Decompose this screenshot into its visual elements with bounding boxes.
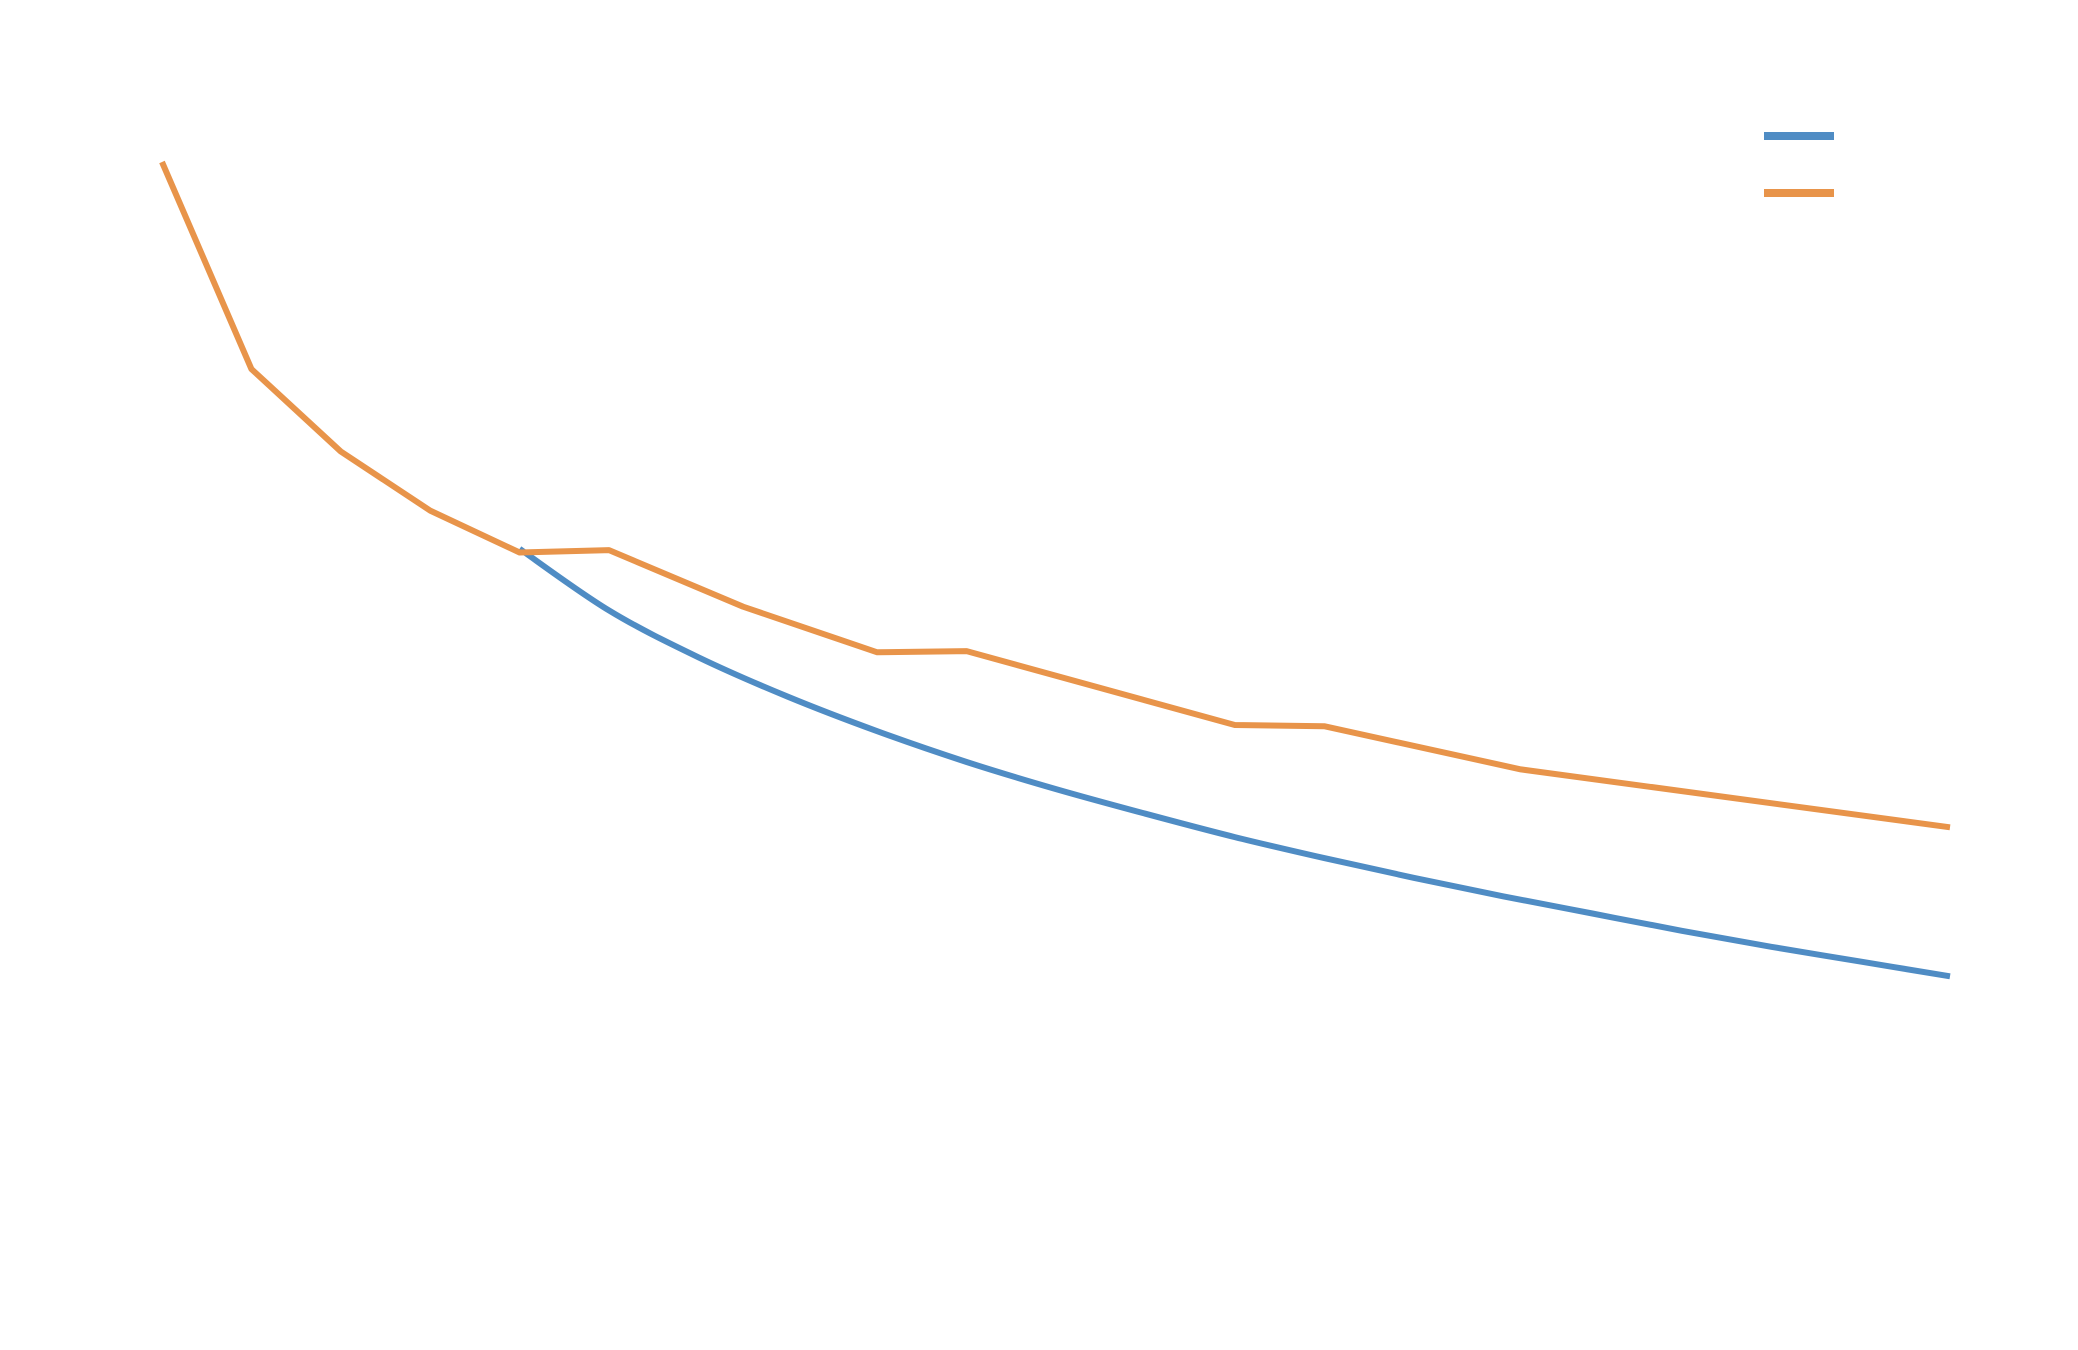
series-line-1 (517, 546, 1951, 980)
plot-area (159, 160, 1951, 980)
legend (1764, 132, 1834, 197)
series-line-2 (159, 160, 1951, 831)
